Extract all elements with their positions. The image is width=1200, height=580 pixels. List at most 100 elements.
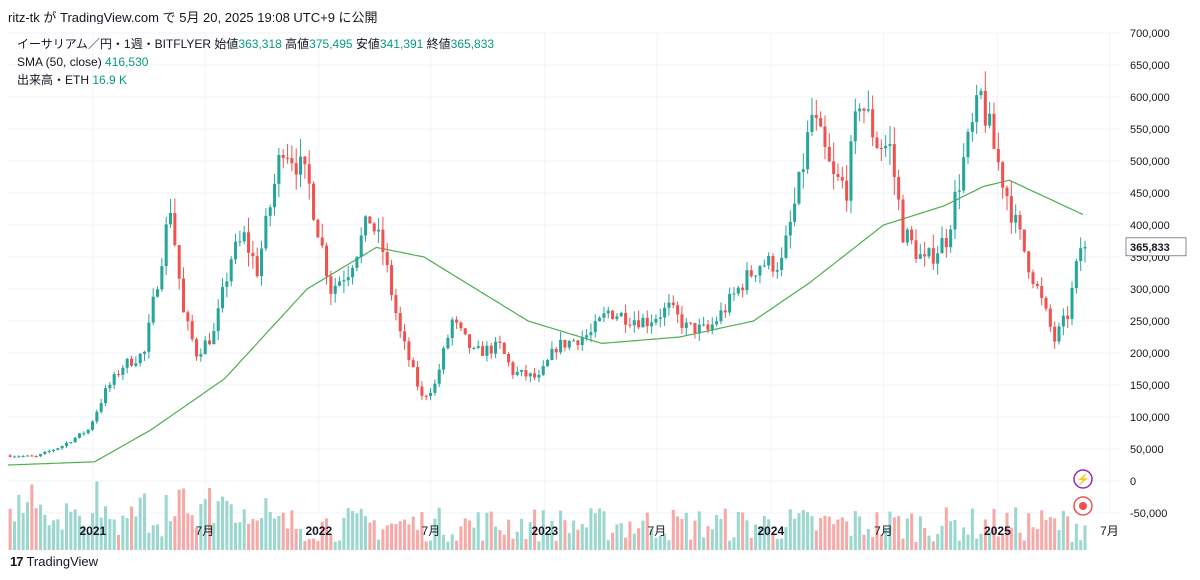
x-tick-label: 2022: [305, 524, 332, 538]
candle-body: [992, 113, 996, 149]
candle-body: [923, 254, 927, 257]
volume-bar: [416, 530, 420, 550]
candle-body: [810, 114, 814, 133]
volume-bar: [1083, 525, 1087, 550]
legend-volume-value: 16.9 K: [92, 73, 128, 87]
y-tick-label: 50,000: [1130, 444, 1164, 456]
candle-body: [416, 367, 420, 387]
last-price-label: 365,833: [1130, 242, 1170, 254]
candlestick-chart[interactable]: 700,000 650,000 600,000 550,000 500,000 450,0…: [8, 24, 1192, 550]
volume-bar: [307, 539, 311, 550]
candle-body: [871, 109, 875, 138]
candle-body: [884, 145, 888, 149]
volume-bar: [962, 527, 966, 550]
candle-body: [381, 229, 385, 253]
volume-bar: [619, 523, 623, 550]
volume-bar: [455, 540, 459, 550]
candle-body: [988, 113, 992, 126]
volume-bar: [481, 540, 485, 550]
volume-bar: [290, 510, 294, 550]
candle-body: [901, 199, 905, 243]
volume-bar: [628, 521, 632, 550]
candle-body: [572, 340, 576, 342]
volume-bar: [229, 504, 233, 550]
volume-bar: [676, 516, 680, 550]
volume-bar: [260, 518, 264, 550]
candle-body: [758, 266, 762, 276]
volume-bar: [637, 528, 641, 550]
candle-body: [1044, 297, 1048, 309]
volume-bar: [732, 537, 736, 550]
volume-bar: [485, 512, 489, 550]
candle-body: [69, 442, 73, 444]
candle-body: [34, 455, 38, 457]
candle-body: [914, 240, 918, 259]
volume-bar: [442, 534, 446, 550]
volume-bar: [1031, 527, 1035, 550]
volume-bar: [836, 519, 840, 550]
volume-bar: [689, 539, 693, 550]
volume-bar: [780, 538, 784, 550]
candle-body: [784, 235, 788, 258]
candle-body: [931, 248, 935, 264]
candle-body: [190, 321, 194, 340]
candle-body: [156, 289, 160, 297]
volume-bar: [1014, 507, 1018, 550]
candle-body: [1048, 308, 1052, 327]
volume-bar: [459, 526, 463, 550]
candle-body: [615, 316, 619, 320]
volume-bar: [234, 522, 238, 550]
volume-bar: [949, 521, 953, 550]
candle-body: [385, 252, 389, 266]
volume-bar: [303, 540, 307, 550]
volume-bar: [130, 506, 134, 550]
volume-bar: [312, 538, 316, 550]
candle-body: [949, 229, 953, 248]
volume-bar: [359, 508, 363, 550]
volume-bar: [1005, 512, 1009, 550]
volume-bar: [1070, 541, 1074, 550]
volume-bar: [546, 533, 550, 550]
candle-body: [771, 255, 775, 272]
candle-body: [528, 373, 532, 377]
volume-bar: [936, 534, 940, 550]
volume-bar: [195, 527, 199, 550]
candle-body: [836, 173, 840, 177]
candle-body: [247, 232, 251, 253]
candle-body: [112, 374, 116, 385]
candle-body: [424, 395, 428, 397]
candle-body: [827, 146, 831, 162]
volume-bar: [515, 531, 519, 550]
volume-bar: [801, 510, 805, 550]
volume-bar: [17, 494, 21, 550]
candle-body: [1005, 187, 1009, 197]
legend-ohlc-row: イーサリアム／円・1週・BITFLYER 始値363,318 高値375,495…: [17, 35, 494, 53]
volume-bar: [134, 516, 138, 550]
candle-body: [103, 388, 108, 404]
volume-bar: [554, 540, 558, 550]
volume-bar: [212, 523, 216, 550]
volume-bar: [806, 512, 810, 550]
volume-bar: [429, 540, 433, 550]
candle-body: [290, 158, 294, 164]
y-tick-label: 600,000: [1130, 92, 1170, 104]
candle-body: [641, 317, 645, 328]
candle-body: [944, 237, 948, 248]
volume-bar: [34, 508, 38, 550]
volume-bar: [1074, 523, 1078, 550]
volume-bar: [671, 509, 675, 550]
candle-body: [689, 322, 693, 324]
candle-body: [186, 312, 190, 322]
candle-body: [680, 314, 684, 328]
candle-body: [260, 248, 264, 277]
volume-bar: [264, 498, 268, 550]
volume-bar: [823, 515, 827, 550]
tradingview-logo[interactable]: 17 TradingView: [10, 554, 98, 569]
candle-body: [143, 351, 147, 354]
volume-bar: [966, 534, 970, 550]
candle-body: [801, 169, 805, 173]
volume-bar: [450, 534, 454, 550]
volume-bar: [593, 513, 597, 550]
candle-body: [99, 403, 103, 412]
volume-bar: [25, 502, 30, 550]
